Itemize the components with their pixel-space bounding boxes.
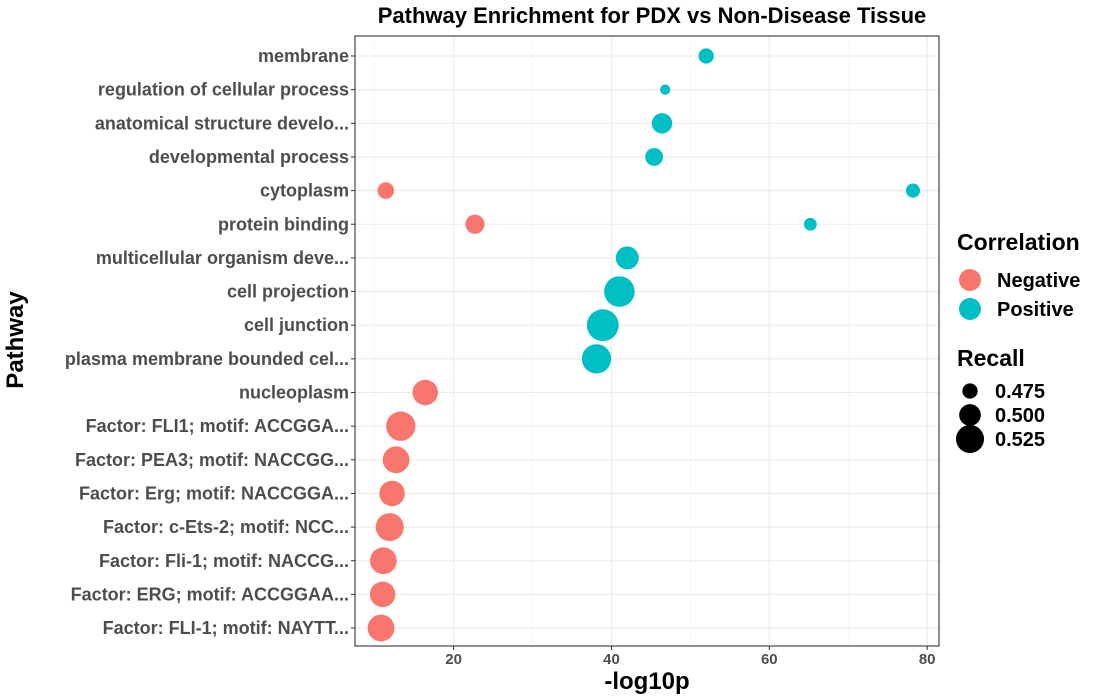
y-tick-label: cell junction: [244, 315, 349, 335]
y-tick-label: Factor: FLI-1; motif: NAYTT...: [103, 618, 349, 638]
y-tick-label: Factor: Erg; motif: NACCGGA...: [79, 483, 349, 503]
data-points: [367, 48, 920, 642]
x-axis-title: -log10p: [604, 668, 689, 695]
y-tick-label: Factor: FLI1; motif: ACCGGA...: [86, 416, 349, 436]
y-tick-label: nucleoplasm: [239, 383, 349, 403]
data-point: [645, 148, 664, 166]
data-point: [370, 547, 397, 575]
data-point: [660, 84, 671, 95]
legend-size-label: 0.525: [995, 429, 1045, 451]
y-tick-label: regulation of cellular process: [98, 80, 349, 100]
legend-size-swatch: [955, 424, 985, 454]
plot-panel-border: [354, 35, 940, 647]
legend-size-label: 0.500: [995, 405, 1045, 427]
x-tick-label: 80: [919, 651, 936, 668]
legend-size-swatch: [962, 383, 978, 399]
y-tick-label: protein binding: [218, 214, 349, 234]
data-point: [377, 182, 395, 199]
y-tick-label: Factor: c-Ets-2; motif: NCC...: [103, 517, 349, 537]
data-point: [905, 183, 920, 198]
y-tick-label: anatomical structure develo...: [95, 113, 349, 133]
data-point: [615, 246, 639, 270]
x-tick-label: 20: [445, 651, 462, 668]
grid: [355, 36, 939, 646]
y-tick-label: Factor: Fli-1; motif: NACCG...: [99, 551, 349, 571]
legend-size-swatch: [959, 404, 981, 426]
plot-background: [355, 36, 939, 646]
y-tick-labels: membrane regulation of cellular process an…: [65, 46, 355, 638]
legend-color-title: Correlation: [957, 229, 1080, 255]
data-point: [412, 379, 438, 406]
data-point: [386, 411, 416, 441]
data-point: [379, 480, 405, 507]
data-point: [465, 214, 485, 234]
legend: Correlation Recall Negative Positive 0.475…: [955, 229, 1080, 454]
y-tick-label: cytoplasm: [260, 181, 349, 201]
legend-size-label: 0.475: [995, 381, 1045, 403]
y-tick-label: plasma membrane bounded cel...: [65, 349, 349, 369]
data-point: [586, 309, 619, 342]
legend-color-label: Positive: [997, 299, 1074, 321]
y-tick-label: membrane: [258, 46, 349, 66]
y-tick-label: Factor: PEA3; motif: NACCGG...: [75, 450, 349, 470]
chart-title: Pathway Enrichment for PDX vs Non-Diseas…: [378, 3, 927, 28]
data-point: [581, 344, 612, 374]
data-point: [367, 614, 395, 642]
legend-color-label: Negative: [997, 270, 1080, 292]
legend-size-title: Recall: [957, 345, 1025, 371]
data-point: [375, 513, 404, 542]
x-tick-label: 40: [603, 651, 620, 668]
y-tick-label: Factor: ERG; motif: ACCGGAA...: [71, 584, 349, 604]
data-point: [803, 217, 817, 231]
data-point: [604, 276, 635, 307]
x-tick-label: 60: [761, 651, 778, 668]
data-point: [382, 446, 410, 474]
y-tick-label: developmental process: [149, 147, 349, 167]
data-point: [369, 581, 396, 608]
legend-color-swatch: [959, 298, 981, 320]
y-tick-label: cell projection: [227, 282, 349, 302]
x-tick-labels: 20 40 60 80: [445, 646, 936, 668]
y-axis-title: Pathway: [2, 291, 29, 389]
data-point: [698, 48, 714, 64]
y-tick-label: multicellular organism deve...: [96, 248, 349, 268]
data-point: [651, 113, 673, 134]
legend-color-swatch: [959, 269, 981, 291]
